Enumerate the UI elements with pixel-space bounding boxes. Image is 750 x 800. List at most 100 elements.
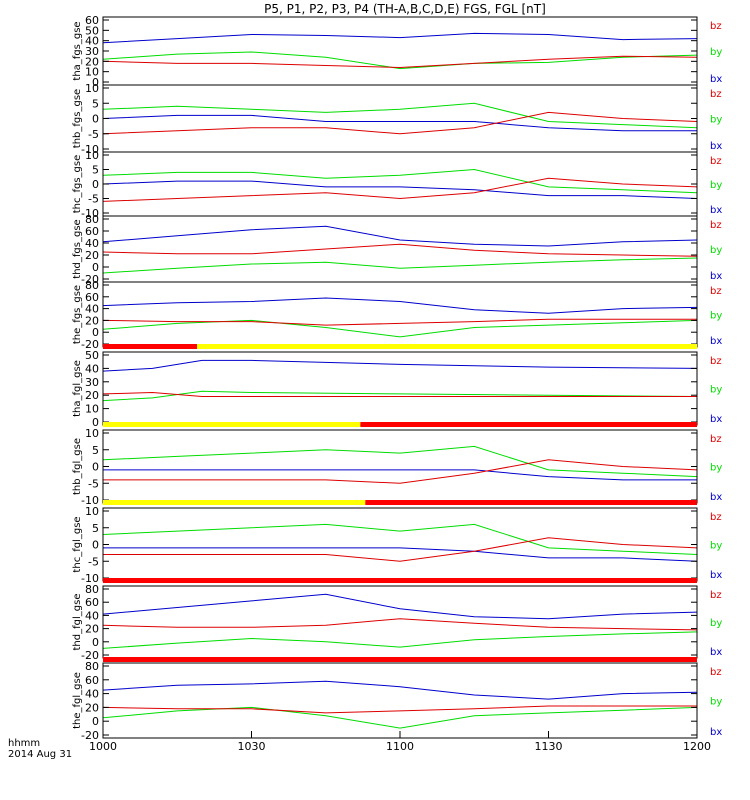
y-tick-label: -10 bbox=[81, 207, 99, 220]
y-tick-label: 5 bbox=[92, 444, 99, 457]
legend-by: by bbox=[710, 463, 722, 474]
legend-bx: bx bbox=[710, 271, 722, 282]
y-tick-label: 0 bbox=[92, 326, 99, 339]
y-tick-label: 30 bbox=[85, 45, 99, 58]
y-tick-label: -5 bbox=[88, 555, 99, 568]
legend-by: by bbox=[710, 618, 722, 629]
series-by-line bbox=[102, 319, 698, 338]
mode-bars bbox=[103, 344, 698, 662]
mode-bar-segment bbox=[360, 422, 697, 427]
legend-bz: bz bbox=[710, 434, 722, 445]
y-axis-label: thb_fgs_gse bbox=[72, 89, 83, 148]
series-bx-line bbox=[103, 469, 697, 481]
legend-bx: bx bbox=[710, 492, 722, 503]
legend-bz: bz bbox=[710, 286, 722, 297]
series-bz-line bbox=[102, 318, 697, 326]
panel-frame bbox=[102, 351, 698, 426]
y-tick-label: -20 bbox=[81, 338, 99, 351]
series-by-line bbox=[102, 168, 698, 194]
panel-frame bbox=[102, 429, 698, 504]
y-tick-label: -20 bbox=[81, 649, 99, 662]
mode-bar-segment bbox=[365, 500, 697, 505]
plot-title: P5, P1, P2, P3, P4 (TH-A,B,C,D,E) FGS, F… bbox=[264, 2, 546, 16]
y-tick-label: 5 bbox=[92, 164, 99, 177]
series-by-line bbox=[102, 257, 698, 274]
y-tick-label: 0 bbox=[92, 76, 99, 89]
legend-by: by bbox=[710, 385, 722, 396]
x-tick-label: 1200 bbox=[683, 740, 711, 753]
y-tick-label: 30 bbox=[85, 376, 99, 389]
y-tick-label: -20 bbox=[81, 273, 99, 286]
series-bx-line bbox=[102, 359, 698, 372]
y-axis-label: the_fgs_gse bbox=[72, 285, 83, 344]
y-tick-label: 40 bbox=[85, 609, 99, 622]
mode-bar-segment bbox=[103, 500, 366, 505]
legend-bx: bx bbox=[710, 414, 722, 425]
y-tick-label: 0 bbox=[92, 715, 99, 728]
mode-bar-segment bbox=[103, 344, 198, 349]
y-tick-label: 5 bbox=[92, 522, 99, 535]
y-tick-label: 20 bbox=[85, 249, 99, 262]
y-tick-label: 0 bbox=[92, 178, 99, 191]
y-tick-label: 60 bbox=[85, 225, 99, 238]
y-tick-label: 80 bbox=[85, 279, 99, 292]
series-by-line bbox=[102, 51, 698, 70]
y-axis-label: tha_fgs_gse bbox=[72, 21, 83, 80]
series-bz-line bbox=[102, 705, 697, 714]
y-tick-label: -5 bbox=[88, 477, 99, 490]
panel-frame bbox=[102, 151, 698, 217]
legend-bz: bz bbox=[710, 590, 722, 601]
legend-bx: bx bbox=[710, 570, 722, 581]
legend-bx: bx bbox=[710, 647, 722, 658]
y-tick-label: 50 bbox=[85, 349, 99, 362]
y-axis-label: thc_fgl_gse bbox=[72, 516, 83, 572]
y-tick-label: 40 bbox=[85, 688, 99, 701]
y-axis-label: the_fgl_gse bbox=[72, 672, 83, 729]
series-bx-line bbox=[102, 680, 698, 700]
series-bx-line bbox=[102, 297, 698, 314]
panel-frame bbox=[102, 507, 698, 582]
time-axis: 1000 1030 1100 1130 1200 bbox=[89, 731, 711, 753]
y-tick-label: -5 bbox=[88, 193, 99, 206]
series-bx-line bbox=[102, 225, 698, 247]
y-axis-label: thd_fgs_gse bbox=[72, 219, 83, 278]
y-tick-label: 40 bbox=[85, 237, 99, 250]
y-tick-label: -5 bbox=[88, 128, 99, 141]
y-tick-label: 5 bbox=[92, 97, 99, 110]
y-tick-label: 10 bbox=[85, 82, 99, 95]
y-tick-label: 80 bbox=[85, 213, 99, 226]
series-bx-line bbox=[102, 593, 698, 620]
series-by-line bbox=[102, 445, 698, 478]
panel-frame bbox=[102, 662, 698, 739]
series-bx-line bbox=[103, 547, 698, 562]
y-tick-label: 10 bbox=[85, 505, 99, 518]
y-tick-label: 60 bbox=[85, 291, 99, 304]
y-tick-label: 20 bbox=[85, 55, 99, 68]
y-axis-label: thc_fgs_gse bbox=[72, 155, 83, 214]
y-tick-label: 20 bbox=[85, 314, 99, 327]
legend-bz: bz bbox=[710, 356, 722, 367]
legend-by: by bbox=[710, 697, 722, 708]
legend-by: by bbox=[710, 180, 722, 191]
legend-by: by bbox=[710, 115, 722, 126]
series-bx-line bbox=[102, 180, 698, 199]
y-tick-label: 60 bbox=[85, 596, 99, 609]
legend-bz: bz bbox=[710, 156, 722, 167]
y-tick-label: 80 bbox=[85, 583, 99, 596]
series-by-line bbox=[102, 631, 698, 649]
x-tick-label: 1100 bbox=[386, 740, 414, 753]
y-tick-label: -10 bbox=[81, 143, 99, 156]
y-tick-label: 0 bbox=[92, 261, 99, 274]
series-bx-line bbox=[102, 32, 698, 44]
y-tick-label: 20 bbox=[85, 389, 99, 402]
series-by-line bbox=[102, 523, 698, 555]
y-tick-label: 0 bbox=[92, 416, 99, 429]
